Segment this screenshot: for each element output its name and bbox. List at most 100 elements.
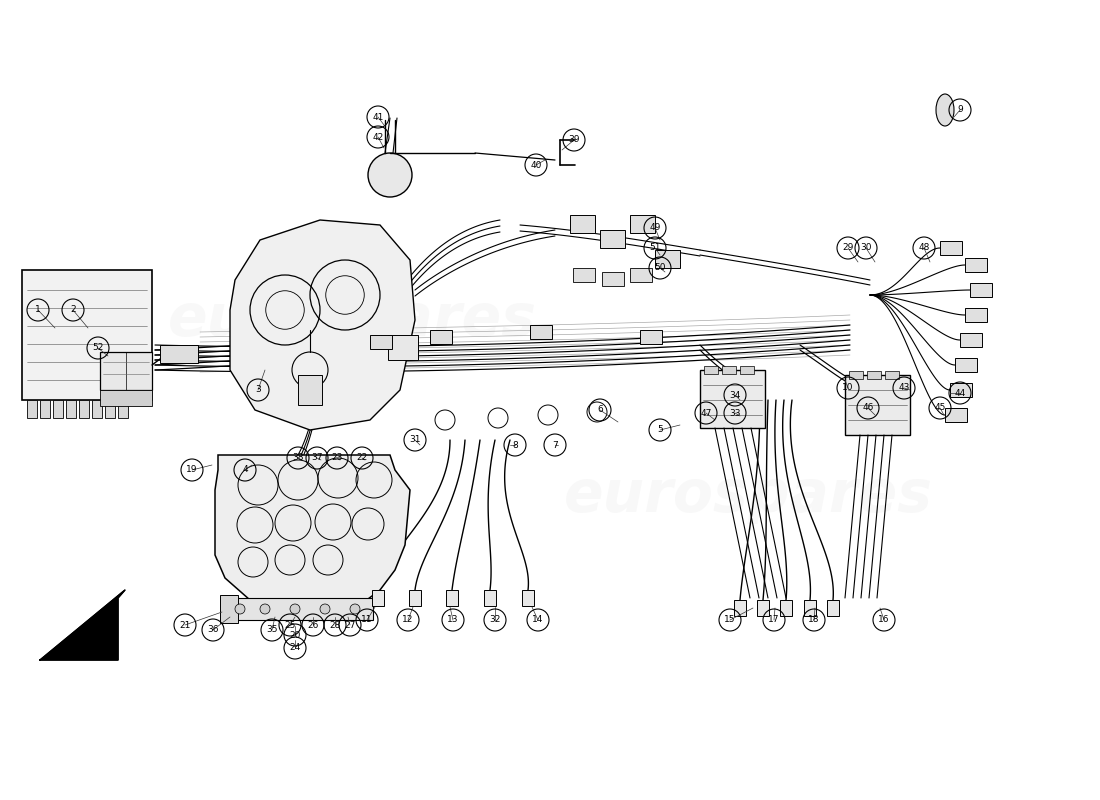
Text: 29: 29 <box>843 243 854 253</box>
FancyBboxPatch shape <box>734 600 746 616</box>
Circle shape <box>290 604 300 614</box>
FancyBboxPatch shape <box>970 283 992 297</box>
Text: 18: 18 <box>808 615 820 625</box>
FancyBboxPatch shape <box>573 268 595 282</box>
Text: eurospares: eurospares <box>563 467 933 525</box>
Text: 12: 12 <box>403 615 414 625</box>
Circle shape <box>350 604 360 614</box>
FancyBboxPatch shape <box>430 330 452 344</box>
Text: 13: 13 <box>448 615 459 625</box>
Text: 5: 5 <box>657 426 663 434</box>
Text: 22: 22 <box>356 454 367 462</box>
Text: 34: 34 <box>729 390 740 399</box>
Text: 49: 49 <box>649 223 661 233</box>
FancyBboxPatch shape <box>886 371 899 379</box>
Text: 21: 21 <box>179 621 190 630</box>
Text: 30: 30 <box>860 243 871 253</box>
FancyBboxPatch shape <box>228 598 373 620</box>
FancyBboxPatch shape <box>40 400 49 418</box>
FancyBboxPatch shape <box>602 272 624 286</box>
Circle shape <box>235 604 245 614</box>
FancyBboxPatch shape <box>630 268 652 282</box>
FancyBboxPatch shape <box>640 330 662 344</box>
FancyBboxPatch shape <box>654 250 680 268</box>
Text: 20: 20 <box>289 630 300 639</box>
Text: 40: 40 <box>530 161 541 170</box>
FancyBboxPatch shape <box>945 408 967 422</box>
FancyBboxPatch shape <box>827 600 839 616</box>
Text: 14: 14 <box>532 615 543 625</box>
Text: 31: 31 <box>409 435 420 445</box>
Text: 52: 52 <box>92 343 103 353</box>
Text: eurospares: eurospares <box>167 291 537 349</box>
Text: 25: 25 <box>284 621 296 630</box>
Text: 51: 51 <box>649 243 661 253</box>
Text: 36: 36 <box>207 626 219 634</box>
Text: 37: 37 <box>311 454 322 462</box>
Text: 28: 28 <box>329 621 341 630</box>
Text: 11: 11 <box>361 615 373 625</box>
Circle shape <box>260 604 270 614</box>
Text: 15: 15 <box>724 615 736 625</box>
Ellipse shape <box>936 94 954 126</box>
FancyBboxPatch shape <box>66 400 76 418</box>
FancyBboxPatch shape <box>118 400 128 418</box>
FancyBboxPatch shape <box>484 590 496 606</box>
Polygon shape <box>230 220 415 430</box>
FancyBboxPatch shape <box>446 590 458 606</box>
Text: 50: 50 <box>654 263 666 273</box>
FancyBboxPatch shape <box>845 375 910 435</box>
Text: 23: 23 <box>331 454 343 462</box>
Text: 41: 41 <box>372 113 384 122</box>
Text: 35: 35 <box>266 626 277 634</box>
Text: 38: 38 <box>293 454 304 462</box>
FancyBboxPatch shape <box>757 600 769 616</box>
Text: 46: 46 <box>862 403 873 413</box>
Circle shape <box>368 153 412 197</box>
Text: 7: 7 <box>552 441 558 450</box>
FancyBboxPatch shape <box>867 371 881 379</box>
Text: 32: 32 <box>490 615 500 625</box>
FancyBboxPatch shape <box>704 366 718 374</box>
Text: 1: 1 <box>35 306 41 314</box>
Polygon shape <box>40 590 125 660</box>
Text: 17: 17 <box>768 615 780 625</box>
FancyBboxPatch shape <box>388 335 418 360</box>
FancyBboxPatch shape <box>370 335 392 349</box>
Text: 8: 8 <box>513 441 518 450</box>
FancyBboxPatch shape <box>570 215 595 233</box>
FancyBboxPatch shape <box>160 345 198 363</box>
Text: 39: 39 <box>569 135 580 145</box>
Text: 26: 26 <box>307 621 319 630</box>
FancyBboxPatch shape <box>92 400 102 418</box>
Text: 16: 16 <box>878 615 890 625</box>
FancyBboxPatch shape <box>600 230 625 248</box>
Text: 19: 19 <box>186 466 198 474</box>
Text: 44: 44 <box>955 389 966 398</box>
Text: 42: 42 <box>373 133 384 142</box>
FancyBboxPatch shape <box>849 371 864 379</box>
Text: 27: 27 <box>344 621 355 630</box>
Text: 33: 33 <box>729 409 740 418</box>
FancyBboxPatch shape <box>409 590 421 606</box>
Text: 3: 3 <box>255 386 261 394</box>
FancyBboxPatch shape <box>28 400 37 418</box>
Text: 48: 48 <box>918 243 930 253</box>
FancyBboxPatch shape <box>965 258 987 272</box>
Text: 4: 4 <box>242 466 248 474</box>
FancyBboxPatch shape <box>530 325 552 339</box>
Text: 9: 9 <box>957 106 962 114</box>
FancyBboxPatch shape <box>22 270 152 400</box>
FancyBboxPatch shape <box>940 241 962 255</box>
Text: 10: 10 <box>843 383 854 393</box>
FancyBboxPatch shape <box>220 595 238 623</box>
Text: 24: 24 <box>289 643 300 653</box>
FancyBboxPatch shape <box>79 400 89 418</box>
FancyBboxPatch shape <box>740 366 754 374</box>
FancyBboxPatch shape <box>950 383 972 397</box>
Circle shape <box>320 604 330 614</box>
FancyBboxPatch shape <box>522 590 534 606</box>
FancyBboxPatch shape <box>955 358 977 372</box>
FancyBboxPatch shape <box>100 352 152 390</box>
FancyBboxPatch shape <box>960 333 982 347</box>
